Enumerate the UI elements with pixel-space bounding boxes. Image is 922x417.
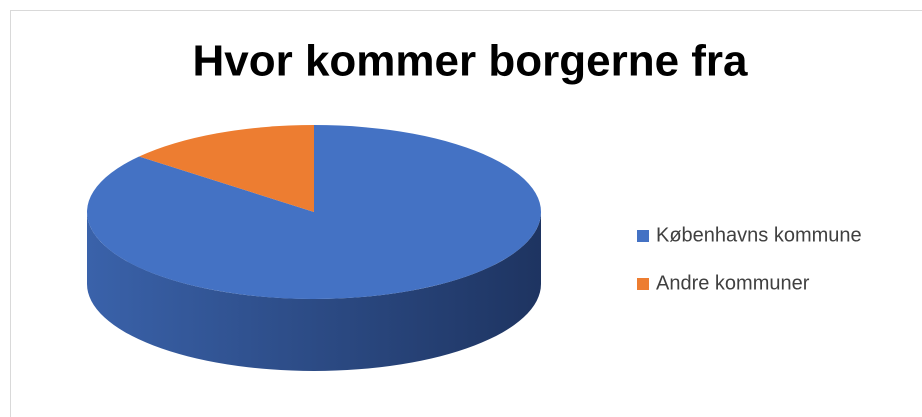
legend-label: Københavns kommune (656, 224, 862, 246)
chart-title: Hvor kommer borgerne fra (192, 37, 748, 86)
pie-side (87, 212, 541, 371)
pie-slice (139, 125, 314, 212)
legend-label: Andre kommuner (656, 272, 810, 294)
legend-swatch (637, 230, 649, 242)
pie-slice (86, 125, 541, 299)
legend-swatch (637, 278, 649, 290)
